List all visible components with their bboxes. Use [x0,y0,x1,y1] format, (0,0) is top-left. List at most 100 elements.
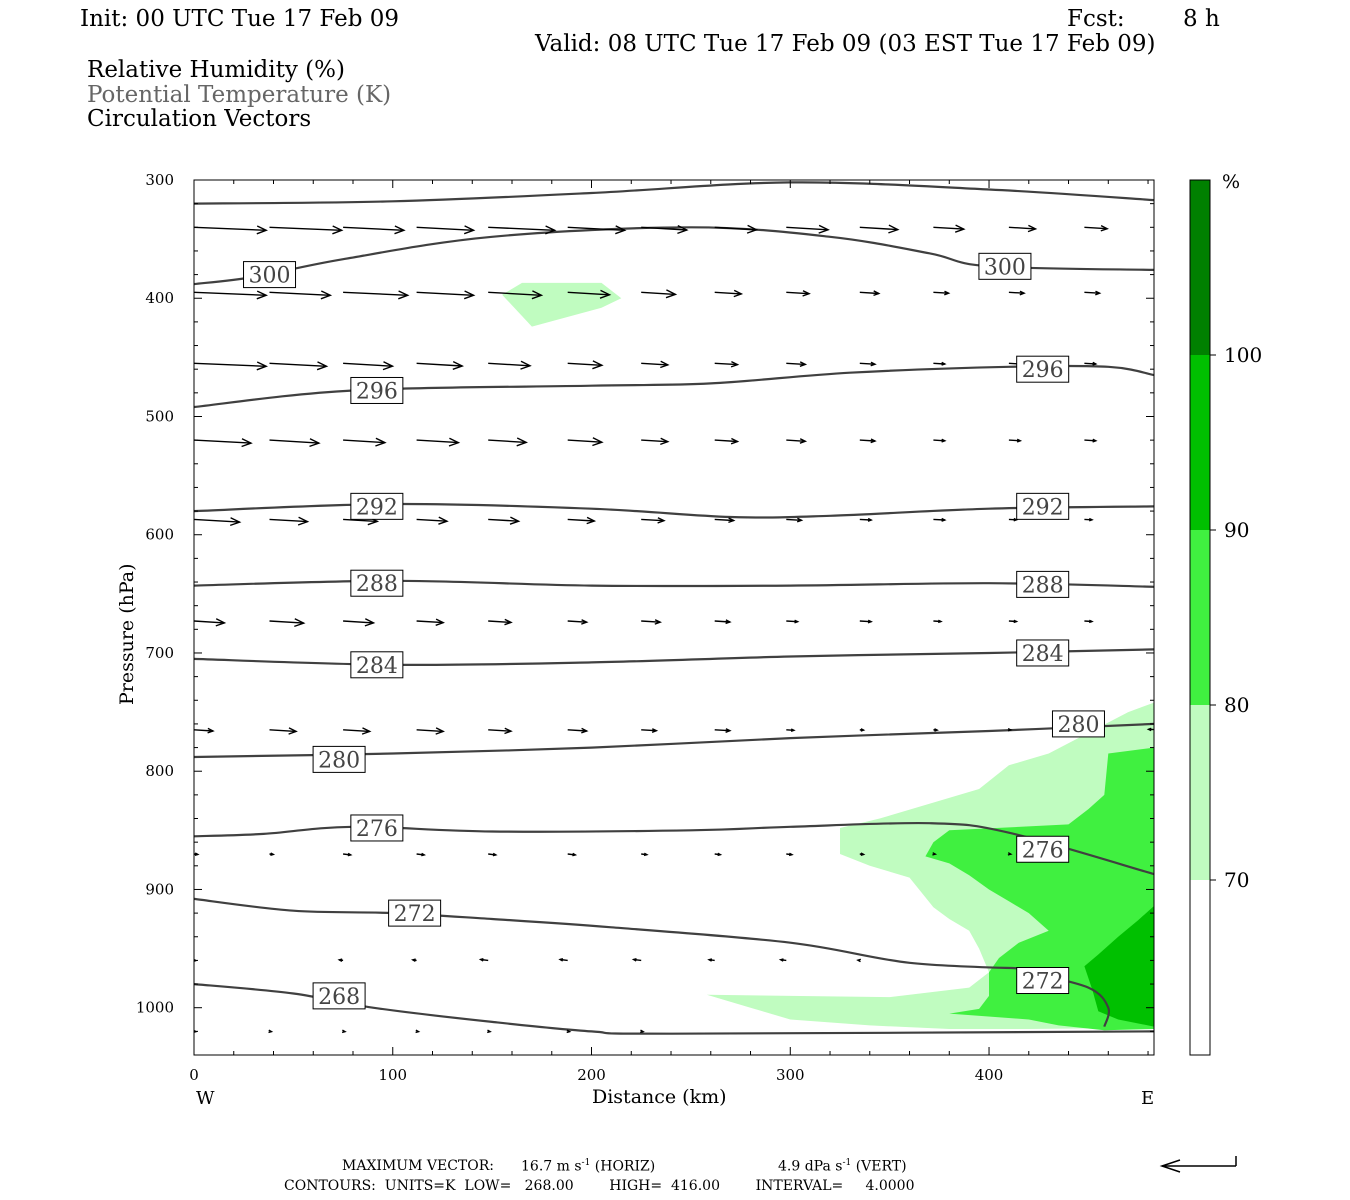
circulation-vector [567,727,589,734]
circulation-vector [488,437,528,447]
circulation-vector [1008,619,1019,624]
circulation-vector [416,516,449,525]
circulation-vector [567,225,627,235]
y-tick-label: 400 [145,289,174,307]
contour-label-box [1016,639,1070,667]
contour-label-296: 296 [1022,358,1064,383]
circulation-vector [343,852,353,857]
circulation-vector [1158,362,1169,365]
contour-label-box [312,982,366,1010]
contour-label-box [1016,570,1070,598]
theta-contour-284-5 [194,648,1154,667]
y-tick-label: 700 [145,644,174,662]
forecast-hour: 8 h [1183,6,1220,32]
contour-label-276: 276 [356,817,398,842]
circulation-vector [641,437,670,446]
colorbar-segment [1190,530,1210,705]
circulation-vector [488,618,513,626]
circulation-vector [714,619,732,625]
circulation-vector [411,958,417,963]
circulation-vector [416,618,445,626]
circulation-vector [488,727,513,735]
x-tick-label: 100 [378,1066,407,1084]
circulation-vector [1158,620,1166,622]
contour-label-box [1016,355,1070,383]
y-tick-label: 500 [145,407,174,425]
contour-label-272: 272 [1022,970,1064,995]
circulation-vector [343,361,395,371]
contours-info: CONTOURS: UNITS=K LOW= 268.00 HIGH= 416.… [284,1178,915,1194]
circulation-vector [416,360,465,370]
circulation-vector [933,224,966,233]
circulation-vector [714,360,740,368]
contour-labels: 300 300 296 296 292 292 288 288 284 284 280 280 276 2… [243,252,1105,1010]
colorbar-segment [1190,355,1210,530]
contour-label-284: 284 [356,654,398,679]
circulation-vector [786,361,808,367]
theta-contour-276-7 [194,821,1154,876]
circulation-vector [194,618,227,627]
y-tick-label: 900 [145,880,174,898]
field-label-rh: Relative Humidity (%) [87,57,345,83]
circulation-vector [567,289,612,299]
circulation-vector [1007,852,1013,856]
axes: 300 400 500 600 700 800 900 1000 0 100 200 300 400 [136,171,1154,1084]
contour-label-292: 292 [1022,495,1064,520]
circulation-vector [933,728,939,732]
circulation-vector [1084,290,1102,296]
max-vector-horiz: 16.7 m s-1 (HORIZ) [521,1159,655,1174]
circulation-vector [343,437,387,447]
contour-label-288: 288 [356,572,398,597]
contour-label-box [1016,492,1070,520]
circulation-vector [488,360,532,370]
circulation-vector [641,224,689,235]
circulation-vector [567,852,578,857]
circulation-vector [194,290,269,300]
circulation-vector [707,958,715,962]
circulation-vector [933,517,947,522]
theta-contour-300-0 [194,181,1154,205]
theta-contour-268-10 [194,983,1154,1035]
circulation-vector [1008,224,1038,233]
contour-label-box [350,376,404,404]
circulation-vector [269,852,276,856]
circulation-vector [478,958,489,962]
circulation-vector [641,728,659,733]
circulation-vector [416,225,476,235]
circulation-vector [778,958,787,962]
circulation-vector [416,727,445,735]
circulation-vector [566,1029,572,1034]
circulation-vector [194,438,253,448]
theta-contour-272-8 [194,897,1029,970]
colorbar-unit: % [1222,171,1240,193]
circulation-vector [714,517,736,524]
circulation-vector [714,289,744,298]
circulation-vector [416,290,476,300]
circulation-vector [269,290,333,300]
contour-label-box [350,651,404,679]
circulation-vector [194,225,268,235]
contour-label-box [1016,967,1070,995]
contour-label-280: 280 [318,748,360,773]
circulation-vector [859,852,866,856]
circulation-vectors [194,224,1169,1034]
circulation-vector [269,618,306,628]
circulation-vector [343,618,376,627]
circulation-vector [641,517,666,524]
circulation-vector [1146,727,1154,732]
circulation-vector [416,437,461,447]
reference-vector [1159,1156,1237,1173]
circulation-vector [786,290,811,297]
circulation-vector [786,224,830,234]
circulation-vector [1007,727,1013,732]
circulation-vector [194,517,242,527]
max-vector-label: MAXIMUM VECTOR: [342,1158,494,1174]
circulation-vector [786,852,794,857]
valid-time: Valid: 08 UTC Tue 17 Feb 09 (03 EST Tue … [535,31,1156,57]
circulation-vector [567,516,597,525]
x-tick-label: 400 [975,1066,1004,1084]
contour-label-280: 280 [1057,713,1099,738]
contour-label-box [312,745,366,773]
circulation-vector [1084,619,1094,624]
